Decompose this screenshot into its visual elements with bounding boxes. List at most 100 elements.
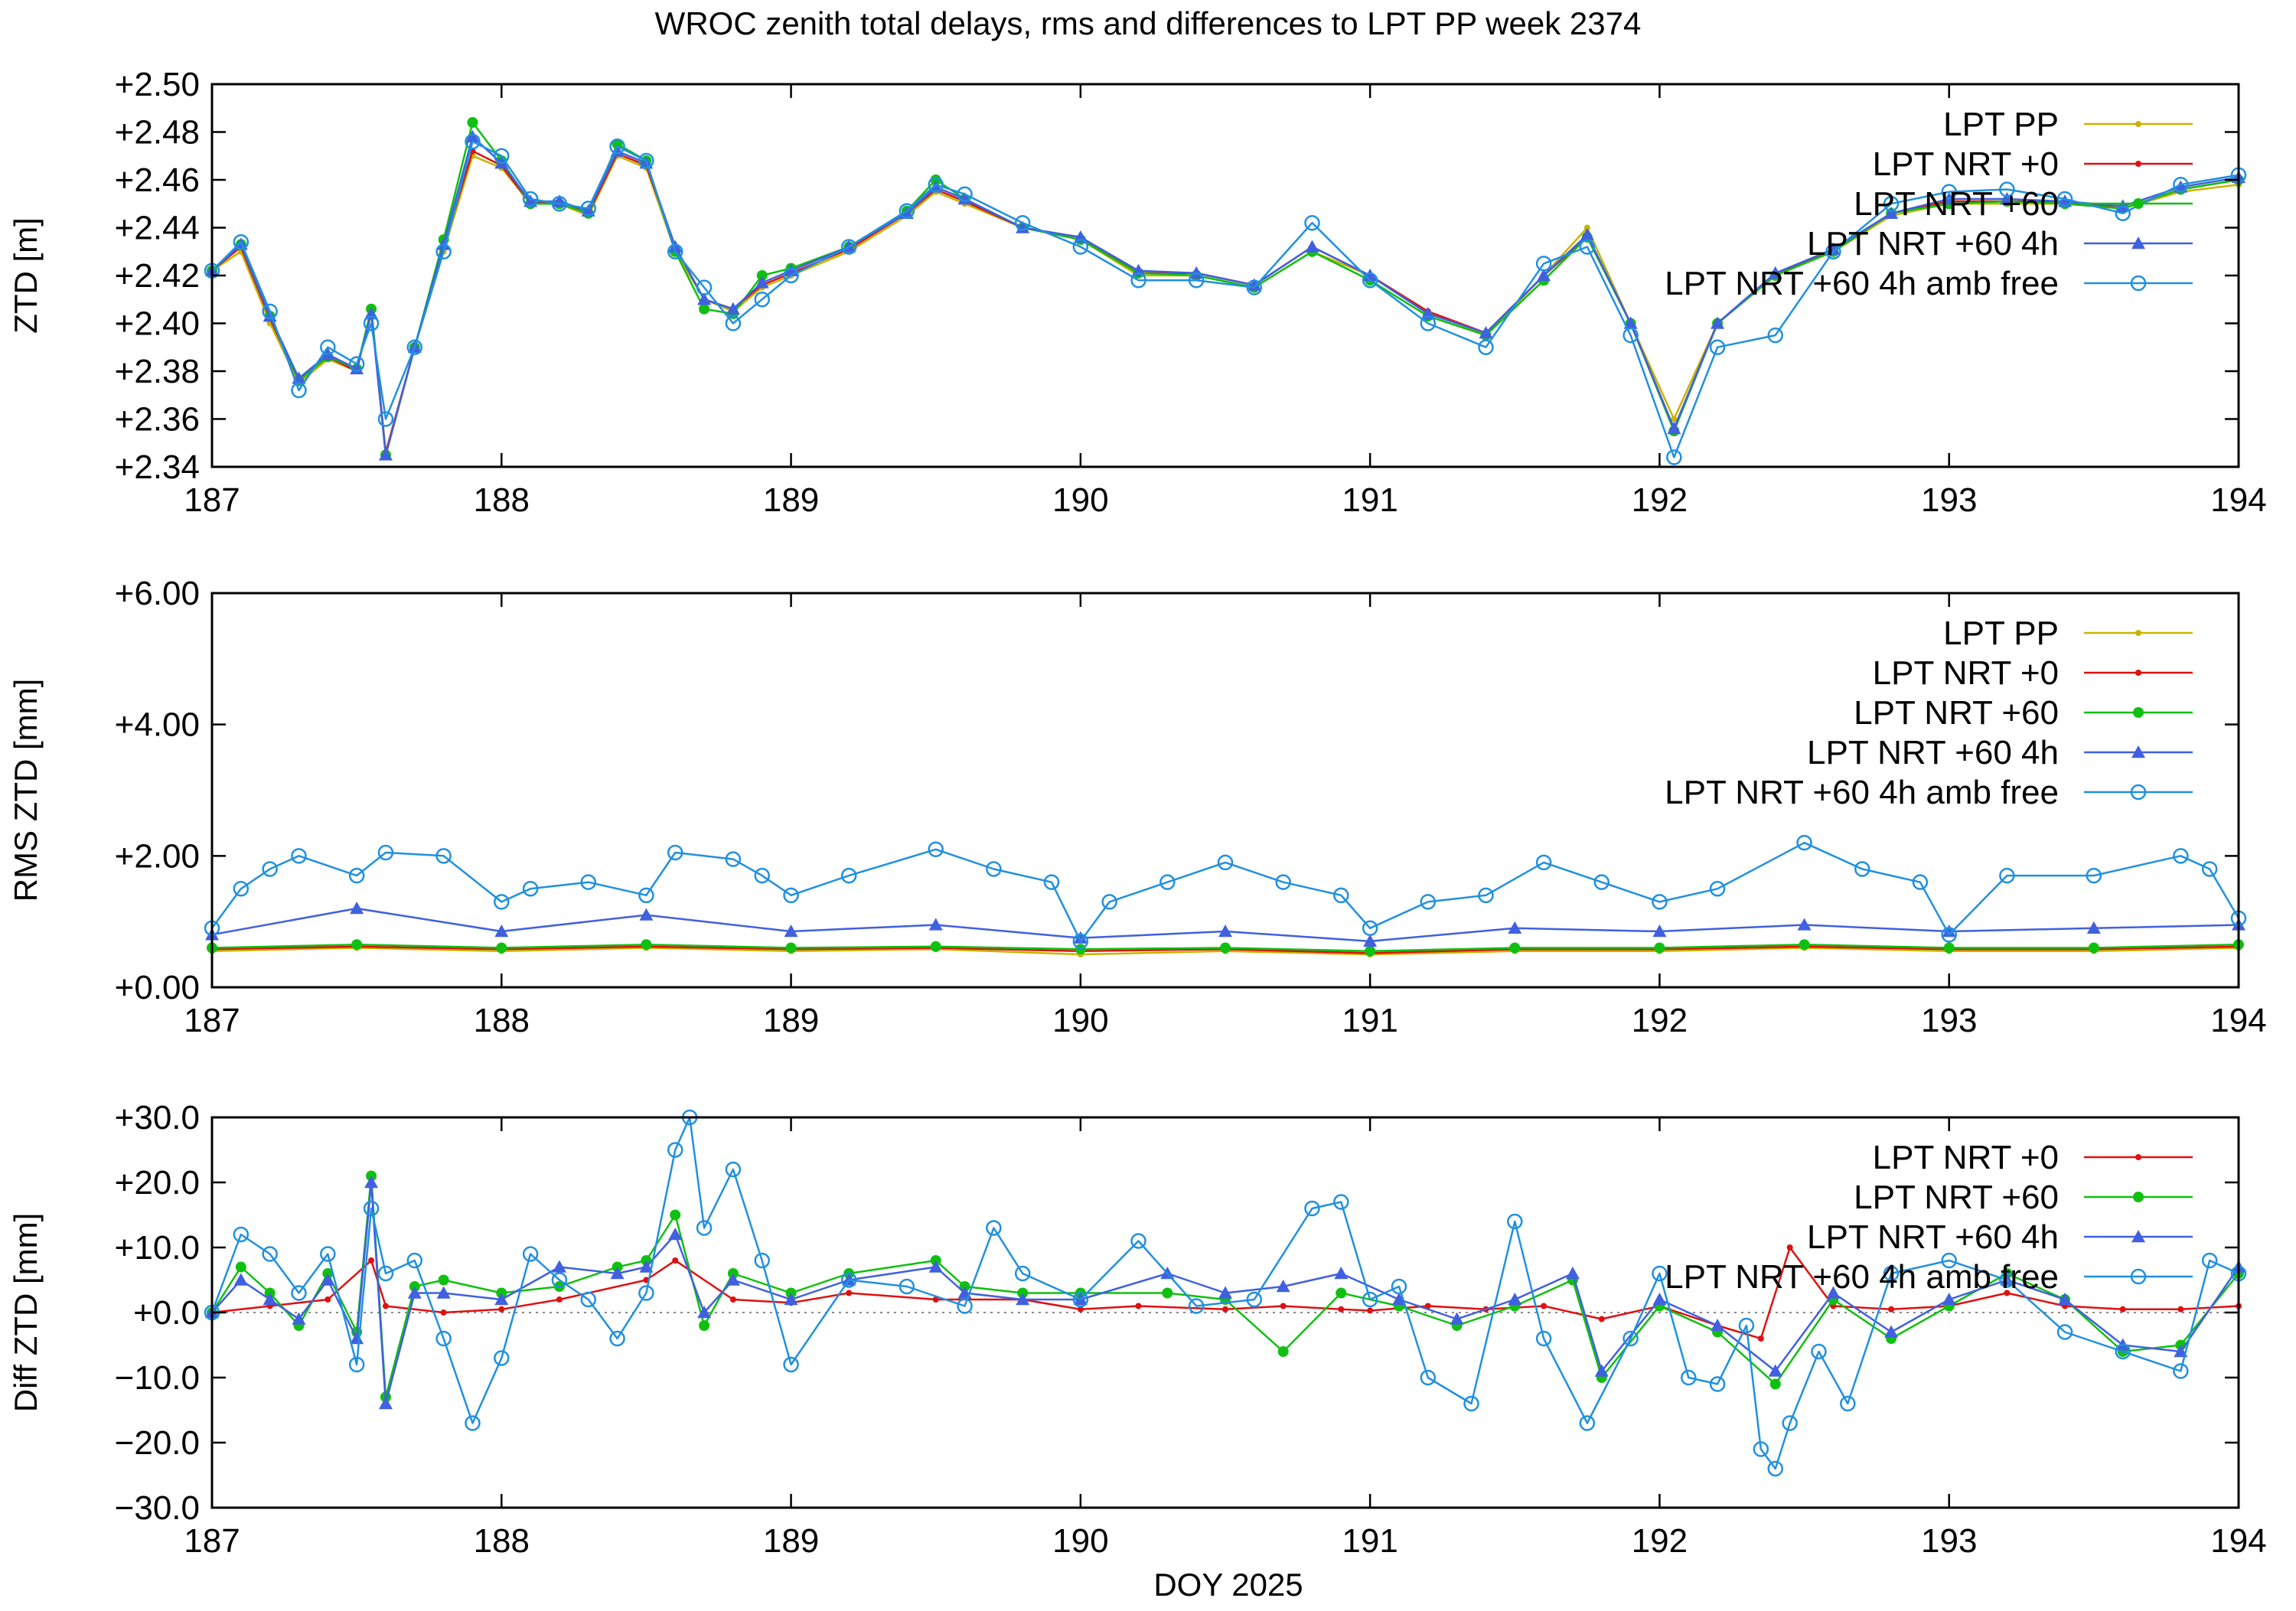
data-point	[1709, 881, 1726, 897]
data-point	[1623, 316, 1638, 329]
data-point	[1782, 1415, 1798, 1431]
data-point	[1888, 1306, 1895, 1313]
data-point	[725, 1161, 742, 1178]
data-point	[2173, 1363, 2189, 1379]
legend-label: LPT NRT +60 4h amb free	[1665, 265, 2059, 302]
data-point	[233, 1226, 249, 1243]
data-point	[1768, 1364, 1782, 1377]
legend-label: LPT NRT +0	[1873, 654, 2059, 692]
data-point	[668, 1228, 683, 1241]
data-point	[350, 361, 364, 375]
data-point	[377, 411, 394, 427]
data-point	[320, 1246, 336, 1262]
data-point	[1508, 921, 1522, 934]
y-tick-label: +4.00	[115, 706, 200, 744]
data-point	[641, 939, 652, 951]
data-point	[1623, 1330, 1639, 1347]
data-point	[699, 1320, 710, 1331]
data-point	[928, 841, 944, 857]
data-point	[407, 1286, 422, 1299]
data-point	[233, 881, 249, 897]
x-tick-label: 191	[1342, 1002, 1397, 1039]
series-line	[210, 841, 2240, 943]
data-point	[755, 276, 769, 289]
x-tick-label: 193	[1921, 1522, 1977, 1560]
data-point	[1797, 918, 1812, 931]
data-point	[1305, 240, 1319, 253]
series-line	[210, 1116, 2239, 1470]
data-point	[1362, 920, 1378, 936]
data-point	[928, 1260, 943, 1273]
y-tick-label: −20.0	[115, 1424, 200, 1462]
data-point	[609, 1330, 625, 1347]
data-point	[1304, 1200, 1320, 1217]
data-point	[1826, 1286, 1841, 1299]
data-point	[1883, 1265, 1900, 1282]
data-point	[1424, 1303, 1431, 1309]
data-point	[957, 192, 972, 205]
legend-marker	[2131, 745, 2145, 758]
y-tick-label: +0.00	[115, 969, 200, 1006]
x-tick-label: 188	[474, 1002, 530, 1039]
data-point	[522, 1246, 539, 1262]
data-point	[1338, 1306, 1345, 1313]
legend-marker	[2130, 784, 2147, 801]
data-point	[1883, 196, 1900, 212]
data-point	[1420, 315, 1437, 331]
data-point	[1135, 1303, 1142, 1309]
data-point	[1072, 239, 1089, 255]
data-point	[784, 1293, 798, 1306]
data-point	[262, 303, 278, 320]
x-axis-label: DOY 2025	[1153, 1567, 1303, 1603]
data-point	[1220, 942, 1231, 954]
data-point	[1941, 1252, 1957, 1269]
legend-marker	[2135, 630, 2141, 636]
data-point	[1652, 1265, 1668, 1282]
data-point	[1537, 269, 1551, 282]
data-point	[783, 1356, 799, 1373]
data-point	[348, 867, 365, 884]
data-point	[2174, 1345, 2188, 1358]
data-point	[377, 844, 394, 861]
y-tick-label: +2.44	[115, 210, 200, 247]
data-point	[1768, 266, 1782, 279]
data-point	[1826, 242, 1841, 255]
data-point	[754, 867, 770, 884]
data-point	[1222, 1306, 1228, 1313]
legend-marker	[2135, 121, 2141, 127]
y-tick-label: +2.00	[115, 837, 200, 875]
data-point	[465, 133, 481, 150]
data-point	[233, 234, 249, 250]
data-point	[1450, 1312, 1464, 1325]
data-point	[986, 861, 1002, 877]
legend-label: LPT NRT +60	[1854, 185, 2059, 223]
data-point	[1362, 1291, 1378, 1308]
data-point	[667, 243, 683, 259]
data-point	[840, 1272, 857, 1288]
data-point	[696, 1220, 713, 1236]
data-point	[1014, 215, 1031, 231]
data-point	[364, 1176, 379, 1189]
data-point	[2174, 180, 2188, 193]
data-point	[406, 1252, 423, 1269]
data-point	[1014, 1265, 1031, 1282]
data-point	[435, 243, 452, 259]
data-point	[436, 1286, 451, 1299]
y-tick-label: +2.34	[115, 448, 200, 486]
data-point	[930, 174, 941, 185]
data-point	[581, 204, 595, 217]
data-point	[638, 152, 654, 169]
data-point	[2056, 191, 2073, 207]
data-point	[2004, 1290, 2011, 1296]
data-point	[465, 129, 480, 142]
data-point	[1753, 1441, 1769, 1457]
data-point	[377, 1265, 394, 1282]
data-point	[1535, 256, 1552, 272]
data-point	[363, 315, 380, 331]
data-point	[580, 874, 597, 890]
plot-frame	[210, 592, 2240, 989]
series-line	[211, 140, 2239, 458]
data-point	[1541, 1303, 1548, 1309]
x-tick-label: 194	[2210, 1002, 2266, 1039]
